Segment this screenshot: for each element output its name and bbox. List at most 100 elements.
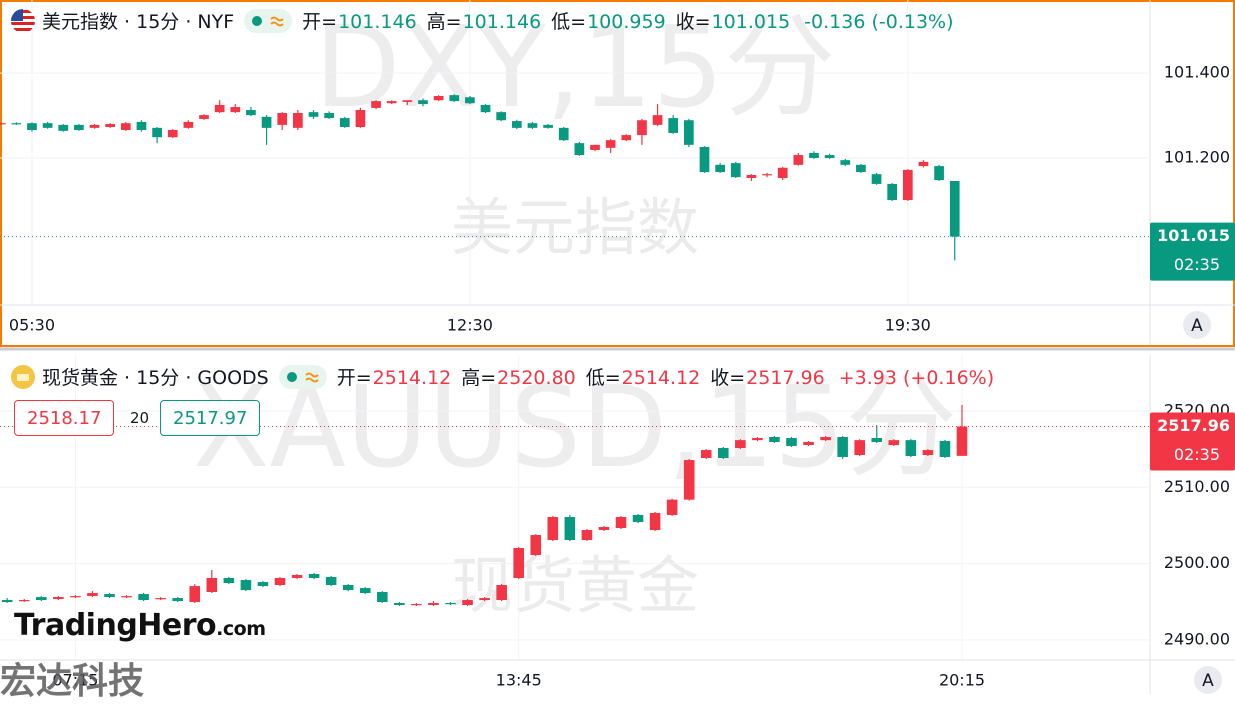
candle-body (291, 575, 303, 578)
candle-body (480, 104, 491, 113)
candle-body (871, 438, 883, 442)
candle-body (120, 123, 131, 130)
candle-body (752, 438, 763, 441)
status-pill[interactable] (244, 8, 293, 33)
price-label-text: 2517.96 (1157, 416, 1230, 435)
candle-body (53, 597, 64, 600)
x-tick-label: 12:30 (447, 316, 493, 335)
candle-body (887, 183, 898, 201)
candle-body (339, 118, 350, 128)
candle-body (167, 129, 178, 138)
axis-button-label: A (1202, 671, 1214, 691)
candle-body (371, 101, 381, 108)
buy-button[interactable]: 2517.97 (160, 400, 261, 436)
candle-body (652, 115, 663, 125)
candle-body (558, 127, 569, 141)
candle-body (433, 96, 444, 101)
ohlc-value: 2517.96 (746, 367, 825, 389)
candle-body (342, 585, 354, 591)
candle-body (246, 110, 256, 116)
candle-body (1, 600, 13, 603)
candle-body (786, 438, 797, 447)
candle-body (136, 121, 147, 130)
logo-text: TradingHero (14, 608, 217, 643)
candle-body (293, 112, 303, 128)
price-label-text: 101.015 (1157, 226, 1230, 245)
panel-border (0, 0, 1235, 347)
candle-body (684, 120, 694, 145)
y-tick-label: 2500.00 (1164, 553, 1230, 572)
candle-body (479, 598, 490, 601)
candle-body (840, 160, 851, 165)
candle-body (277, 112, 288, 125)
candle-body (939, 440, 951, 457)
candle-body (42, 123, 53, 128)
candle-body (308, 574, 320, 578)
candle-body (530, 535, 542, 556)
ohlc-label: 收= (675, 11, 711, 33)
candle-body (824, 155, 835, 159)
candle-body (199, 115, 209, 119)
candle-body (598, 527, 610, 531)
axis-button-label: A (1191, 316, 1203, 336)
candle-body (58, 124, 69, 131)
candle-body (605, 140, 616, 148)
ohlc-label: 高= (461, 367, 497, 389)
ohlc-label: 低= (585, 367, 621, 389)
ohlc-label: 开= (302, 11, 338, 33)
ohlc-value: 101.146 (338, 11, 417, 33)
candle-body (699, 146, 710, 173)
candle-body (820, 437, 831, 441)
watermark-sub: 美元指数 (451, 191, 699, 264)
candle-body (854, 440, 865, 456)
price-label (1150, 222, 1235, 281)
candle-body (274, 577, 286, 586)
status-pill[interactable] (278, 364, 327, 389)
candle-body (666, 499, 678, 515)
chart-title: 美元指数 · 15分 · NYF (42, 11, 235, 33)
candle-body (888, 440, 900, 446)
candle-body (27, 123, 37, 130)
candle-body (152, 127, 162, 138)
x-tick-label: 19:30 (885, 316, 931, 335)
candle-body (902, 169, 913, 201)
y-tick-label: 2490.00 (1164, 629, 1230, 648)
candle-body (649, 512, 661, 531)
candle-body (462, 600, 473, 605)
countdown: 02:35 (1174, 255, 1220, 274)
candle-body (465, 97, 475, 104)
candle-body (411, 604, 422, 606)
ohlc-value: 100.959 (587, 11, 666, 33)
candle-body (632, 514, 644, 522)
candle-body (934, 166, 944, 181)
candle-body (949, 180, 960, 237)
candle-body (183, 121, 194, 128)
candle-body (394, 603, 405, 605)
sell-button[interactable]: 2518.17 (14, 400, 115, 436)
candle-body (189, 586, 201, 603)
candle-body (18, 600, 30, 602)
candle-body (308, 112, 319, 117)
candle-body (223, 577, 235, 584)
candle-body (138, 594, 149, 601)
x-tick-label: 13:45 (496, 671, 542, 690)
ohlc-legend: 开=2514.12 高=2520.80 低=2514.12 收=2517.96 +3.9… (337, 363, 995, 390)
candle-body (668, 118, 679, 133)
candle-body (70, 596, 81, 598)
logo-suffix: .com (216, 618, 266, 640)
ohlc-value: 101.146 (462, 11, 542, 33)
candle-body (386, 101, 397, 104)
candle-body (564, 517, 576, 540)
ohlc-value: 2514.12 (621, 367, 701, 389)
candle-body (206, 577, 218, 593)
flag-icon (11, 8, 35, 33)
change: +3.93 (+0.16%) (838, 367, 995, 389)
candle-body (590, 144, 600, 150)
x-tick-label: 05:30 (9, 316, 55, 335)
candle-body (769, 437, 780, 442)
y-tick-label: 101.400 (1164, 63, 1230, 82)
candle-body (837, 437, 848, 457)
candle-body (683, 460, 695, 500)
candle-body (87, 593, 98, 597)
